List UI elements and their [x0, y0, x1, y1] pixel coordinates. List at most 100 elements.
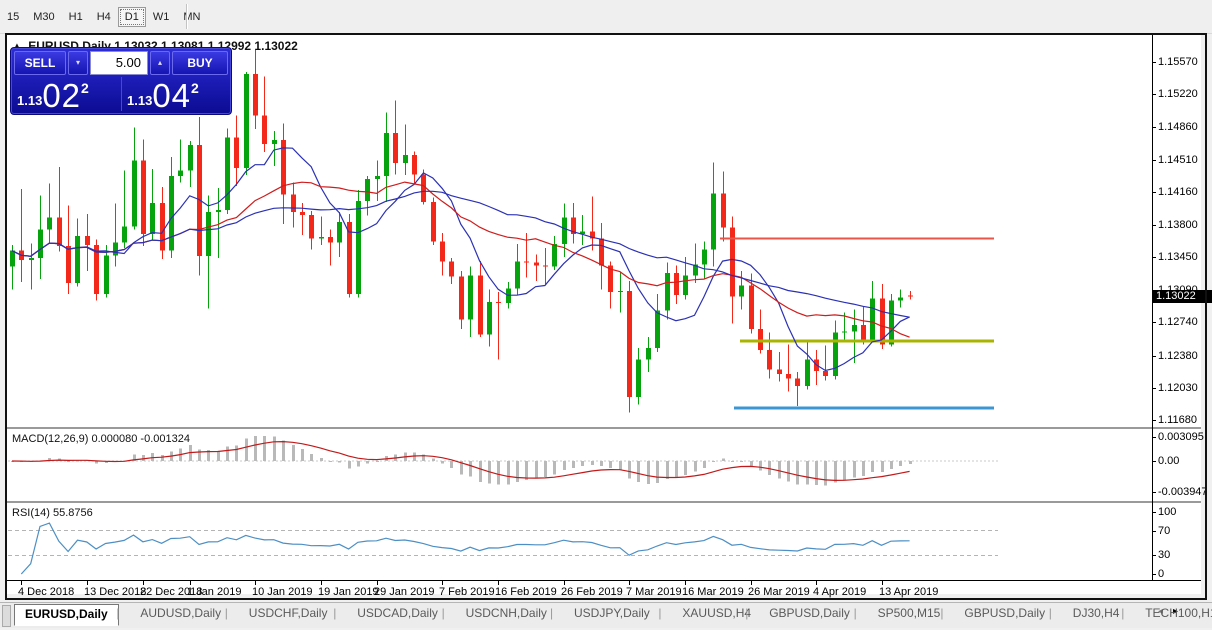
volume-increase-button[interactable]: ▴: [150, 51, 170, 75]
buy-button[interactable]: BUY: [172, 51, 228, 75]
candle-body: [319, 236, 324, 239]
candle-body: [262, 115, 267, 144]
macd-histogram-bar: [217, 450, 220, 461]
rsi-axis-label: 30: [1158, 549, 1171, 561]
one-click-collapse-icon[interactable]: ▲: [13, 41, 21, 50]
macd-histogram-bar: [357, 461, 360, 467]
sell-button[interactable]: SELL: [14, 51, 66, 75]
candle: [178, 139, 183, 183]
macd-indicator-chart[interactable]: [8, 429, 1152, 501]
candle-body: [880, 298, 885, 345]
tab-bar-grip[interactable]: [2, 605, 11, 627]
tab-separator: |: [940, 606, 944, 620]
candle: [459, 270, 464, 329]
candle-body: [636, 359, 641, 397]
tab-separator: |: [333, 606, 337, 620]
macd-histogram-bar: [899, 461, 902, 467]
macd-histogram-bar: [843, 461, 846, 480]
candle: [309, 211, 314, 250]
rsi-line: [20, 522, 910, 575]
candle: [365, 176, 370, 216]
sell-price-digits: 02: [42, 77, 82, 114]
chart-tab-usdchf-daily[interactable]: USDCHF,Daily: [248, 606, 328, 620]
candle: [19, 189, 24, 282]
one-click-trading-panel: SELL ▾ 5.00 ▴ BUY 1.13022 1.13042: [10, 47, 232, 115]
macd-histogram-bar: [871, 461, 874, 473]
candle: [842, 312, 847, 342]
date-axis-tick: [442, 581, 443, 585]
macd-histogram-bar: [862, 461, 865, 477]
candle: [216, 188, 221, 259]
rsi-indicator-chart[interactable]: [8, 503, 1152, 580]
buy-price-display[interactable]: 1.13042: [127, 77, 227, 114]
macd-histogram-bar: [254, 435, 257, 461]
chart-background[interactable]: [7, 35, 1201, 594]
chart-tab-usdcnh-daily[interactable]: USDCNH,Daily: [465, 606, 547, 620]
rsi-splitter[interactable]: [7, 501, 1201, 504]
fast-ma-line: [11, 147, 910, 372]
volume-decrease-button[interactable]: ▾: [68, 51, 88, 75]
tab-scroll-right-icon[interactable]: ▸: [1173, 606, 1189, 617]
chart-tab-dj30-h4[interactable]: DJ30,H4: [1072, 606, 1120, 620]
timeframe-button-d1[interactable]: D1: [117, 7, 146, 27]
candle-body: [702, 249, 707, 265]
chart-tab-tech100-h1[interactable]: TECH100,H1: [1145, 606, 1212, 620]
candle: [674, 265, 679, 305]
date-axis-label: 26 Mar 2019: [748, 586, 810, 598]
chart-tab-sp500-m15[interactable]: SP500,M15: [877, 606, 941, 620]
macd-histogram-bar: [637, 461, 640, 483]
candle: [534, 254, 539, 282]
tab-scroll-arrows: ◂▸: [1158, 606, 1188, 617]
candle-body: [852, 325, 857, 332]
time-axis-border: [7, 580, 1201, 581]
candle-body: [833, 332, 838, 376]
candle-body: [721, 193, 726, 228]
chart-tab-usdjpy-daily[interactable]: USDJPY,Daily: [574, 606, 650, 620]
date-axis-tick: [685, 581, 686, 585]
candle-body: [749, 285, 754, 329]
date-axis-label: 7 Mar 2019: [626, 586, 682, 598]
chart-tab-usdcad-daily[interactable]: USDCAD,Daily: [357, 606, 438, 620]
timeframe-button-mn[interactable]: MN: [183, 11, 201, 23]
candle: [571, 202, 576, 244]
candle: [169, 156, 174, 259]
main-price-chart[interactable]: [8, 35, 1152, 427]
macd-histogram-bar: [422, 454, 425, 461]
volume-input[interactable]: 5.00: [90, 51, 148, 75]
macd-histogram-bar: [320, 457, 323, 461]
macd-histogram-bar: [890, 461, 893, 469]
macd-splitter[interactable]: [7, 427, 1201, 430]
candle-body: [291, 194, 296, 213]
macd-histogram-bar: [441, 461, 444, 464]
candle-body: [496, 302, 501, 304]
timeframe-button-m30[interactable]: M30: [33, 11, 55, 23]
timeframe-button-15[interactable]: 15: [7, 11, 20, 23]
timeframe-button-w1[interactable]: W1: [152, 11, 170, 23]
candle: [861, 305, 866, 345]
macd-histogram-bar: [142, 454, 145, 461]
chart-tab-audusd-daily[interactable]: AUDUSD,Daily: [140, 606, 222, 620]
date-axis-label: 4 Dec 2018: [18, 586, 75, 598]
candle: [646, 337, 651, 373]
timeframe-button-h1[interactable]: H1: [68, 11, 83, 23]
date-axis-tick: [498, 581, 499, 585]
price-axis-tick: [1152, 192, 1156, 193]
candle: [777, 351, 782, 382]
chart-tab-xauusd-h4[interactable]: XAUUSD,H4: [682, 606, 752, 620]
chart-tab-gbpusd-daily[interactable]: GBPUSD,Daily: [769, 606, 850, 620]
tab-scroll-left-icon[interactable]: ◂: [1158, 606, 1174, 617]
candle-body: [823, 371, 828, 376]
tab-separator: |: [658, 606, 662, 620]
chart-tab-gbpusd-daily[interactable]: GBPUSD,Daily: [964, 606, 1046, 620]
candle: [449, 258, 454, 284]
timeframe-button-h4[interactable]: H4: [96, 11, 111, 23]
candle-body: [225, 137, 230, 211]
chart-tab-eurusd-daily[interactable]: EURUSD,Daily: [14, 604, 119, 626]
date-axis-label: 13 Apr 2019: [879, 586, 939, 598]
candle-body: [861, 325, 866, 341]
sell-price-display[interactable]: 1.13022: [17, 77, 122, 114]
candle: [375, 160, 380, 201]
slow-ma-line: [11, 190, 910, 318]
rsi-axis-tick: [1152, 512, 1156, 513]
